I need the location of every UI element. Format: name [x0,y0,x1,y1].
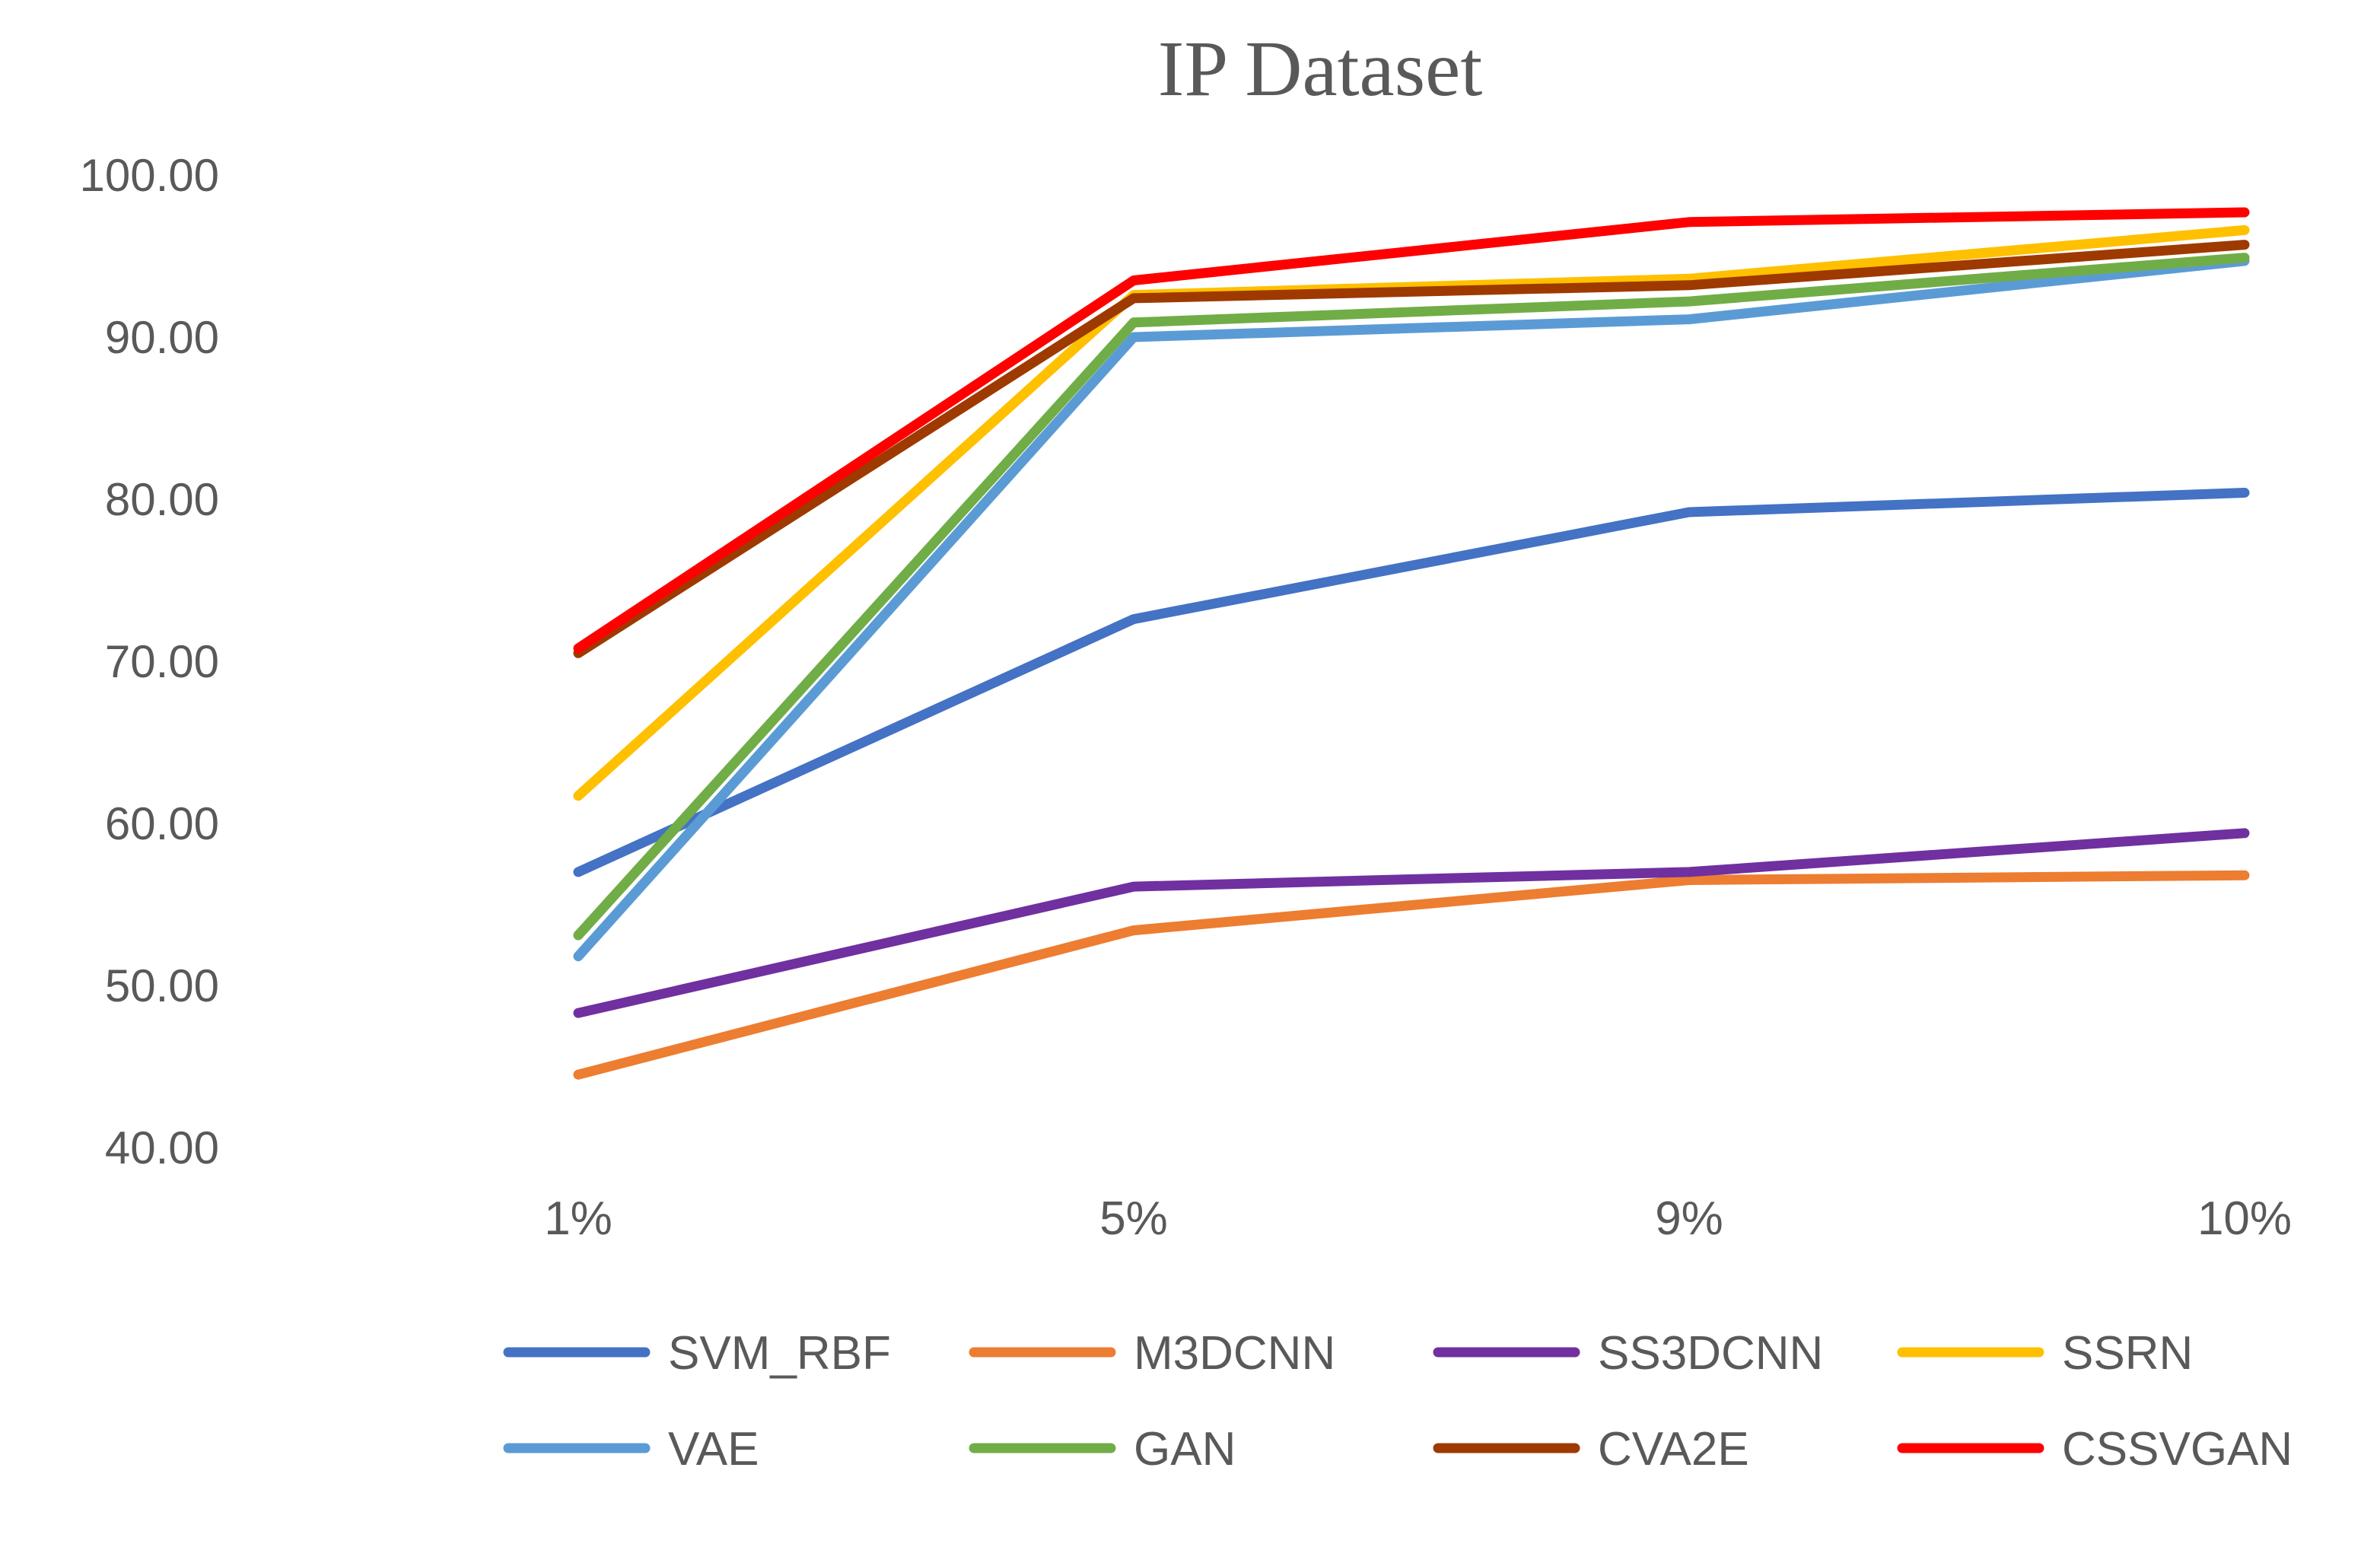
legend-item-m3dcnn: M3DCNN [969,1327,1335,1380]
y-tick-label: 100.00 [79,150,219,201]
legend-label: CVA2E [1598,1423,1749,1476]
series-line-svm-rbf [573,488,2250,877]
y-tick-label: 90.00 [105,312,219,363]
y-axis-ticks: 40.00 50.00 60.00 70.00 80.00 90.00 100.00 [79,150,219,1173]
legend-item-svm-rbf: SVM_RBF [503,1327,891,1380]
legend-label: CSSVGAN [2062,1423,2292,1476]
y-tick-label: 50.00 [105,960,219,1011]
series-line-gan [573,253,2250,941]
x-tick-label: 5% [1099,1192,1168,1245]
legend-item-vae: VAE [503,1423,759,1476]
x-axis-ticks: 1% 5% 9% 10% [544,1192,2292,1245]
x-tick-label: 1% [544,1192,612,1245]
legend-item-cssvgan: CSSVGAN [1897,1423,2292,1476]
series-line-m3dcnn [573,870,2250,1080]
legend-label: SVM_RBF [668,1327,891,1380]
y-tick-label: 70.00 [105,636,219,687]
y-tick-label: 80.00 [105,474,219,525]
chart-title: IP Dataset [1158,25,1483,113]
x-tick-label: 9% [1655,1192,1723,1245]
series-line-cssvgan [573,207,2250,654]
legend-label: VAE [668,1423,759,1476]
legend-label: GAN [1134,1423,1236,1476]
series-line-ss3dcnn [573,828,2250,1018]
legend-item-ss3dcnn: SS3DCNN [1433,1327,1823,1380]
legend: SVM_RBF M3DCNN SS3DCNN SSRN VAE GAN CVA2E CSSVG… [503,1327,2292,1476]
legend-label: M3DCNN [1134,1327,1335,1380]
legend-label: SSRN [2062,1327,2193,1380]
series-lines [573,207,2250,1080]
series-line-cva2e [573,240,2250,658]
series-line-vae [573,256,2250,962]
legend-item-cva2e: CVA2E [1433,1423,1749,1476]
legend-item-ssrn: SSRN [1897,1327,2193,1380]
legend-label: SS3DCNN [1598,1327,1823,1380]
x-tick-label: 10% [2197,1192,2292,1245]
y-tick-label: 60.00 [105,798,219,849]
y-tick-label: 40.00 [105,1122,219,1173]
legend-item-gan: GAN [969,1423,1236,1476]
